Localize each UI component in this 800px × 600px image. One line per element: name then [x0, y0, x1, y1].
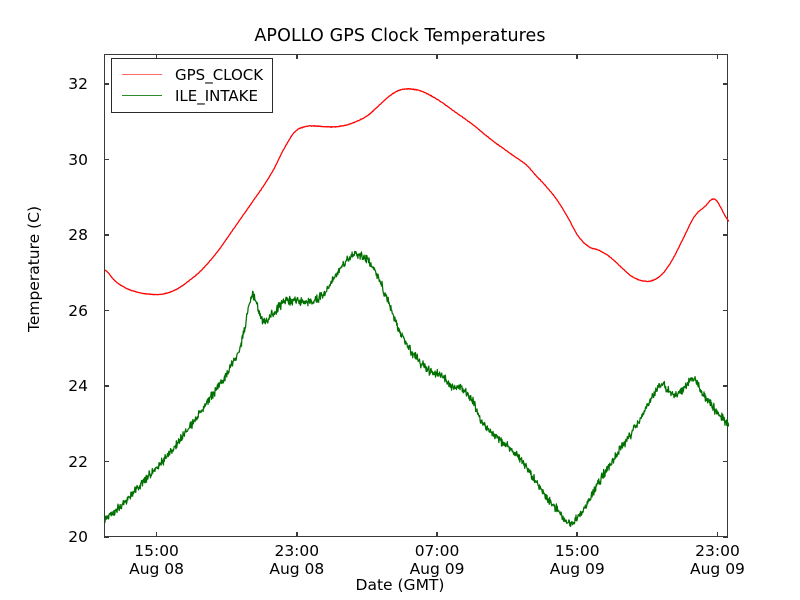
y-tick-mark [723, 460, 728, 463]
x-tick-mark [436, 54, 438, 59]
y-tick-label: 22 [68, 452, 88, 471]
plot-area [104, 54, 729, 537]
y-tick-mark [104, 309, 109, 312]
x-tick-date: Aug 09 [549, 560, 605, 578]
y-tick-label: 20 [68, 528, 88, 546]
chart-title: APOLLO GPS Clock Temperatures [254, 26, 546, 46]
y-tick-mark [104, 158, 109, 161]
chart-legend[interactable]: GPS_CLOCK ILE_INTAKE [111, 58, 274, 113]
x-tick-mark [716, 54, 719, 59]
y-tick-mark [723, 536, 728, 538]
y-tick-mark [723, 83, 728, 85]
y-tick-mark [104, 234, 109, 236]
legend-item-ile-intake[interactable]: ILE_INTAKE [119, 85, 263, 106]
x-tick-date: Aug 09 [409, 560, 465, 578]
legend-label-ile-intake: ILE_INTAKE [175, 86, 258, 105]
y-tick-mark [104, 385, 109, 387]
x-tick-label: 23:00 Aug 09 [690, 542, 745, 578]
x-tick-label: 15:00 Aug 08 [129, 542, 184, 578]
x-tick-time: 23:00 [274, 542, 320, 560]
legend-label-gps-clock: GPS_CLOCK [175, 65, 264, 84]
y-tick-mark [104, 460, 109, 463]
legend-swatch-gps-clock [122, 74, 162, 75]
x-tick-mark [576, 532, 579, 537]
y-tick-mark [723, 234, 728, 236]
y-tick-mark [104, 83, 109, 85]
x-axis-label: Date (GMT) [355, 576, 445, 594]
plot-lines [105, 87, 729, 528]
x-tick-time: 07:00 [414, 542, 460, 560]
y-tick-label: 26 [68, 301, 88, 320]
series-line-gps-clock [105, 87, 729, 296]
y-tick-label: 28 [68, 226, 88, 245]
x-tick-label: 15:00 Aug 09 [550, 542, 605, 578]
y-tick-label: 32 [68, 75, 88, 94]
x-tick-mark [576, 54, 579, 59]
x-tick-label: 23:00 Aug 08 [269, 542, 324, 578]
y-tick-mark [104, 536, 109, 538]
x-tick-date: Aug 08 [269, 560, 325, 578]
x-tick-mark [155, 532, 158, 537]
y-axis-label: Temperature (C) [25, 205, 43, 333]
legend-item-gps-clock[interactable]: GPS_CLOCK [119, 64, 263, 85]
y-tick-mark [723, 309, 728, 312]
x-tick-mark [155, 54, 158, 59]
x-tick-date: Aug 09 [690, 560, 745, 578]
x-tick-label: 07:00 Aug 09 [410, 542, 465, 578]
x-tick-time: 15:00 [134, 542, 179, 560]
series-line-ile-intake [105, 250, 729, 528]
y-tick-label: 24 [68, 377, 88, 396]
y-tick-label: 30 [68, 150, 88, 169]
x-tick-mark [296, 532, 298, 537]
x-tick-date: Aug 08 [129, 560, 185, 578]
y-tick-mark [723, 385, 728, 387]
x-tick-mark [716, 532, 719, 537]
x-tick-time: 23:00 [695, 542, 740, 560]
x-tick-time: 15:00 [554, 542, 600, 560]
legend-swatch-ile-intake [122, 95, 162, 96]
x-tick-mark [296, 54, 298, 59]
y-tick-mark [723, 158, 728, 161]
x-tick-mark [436, 532, 438, 537]
